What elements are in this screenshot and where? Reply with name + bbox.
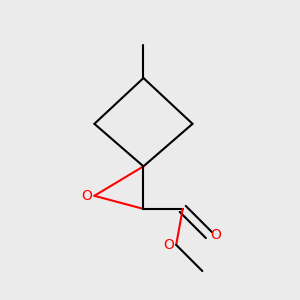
- Text: O: O: [211, 228, 221, 242]
- Text: O: O: [82, 189, 93, 203]
- Text: O: O: [164, 238, 174, 252]
